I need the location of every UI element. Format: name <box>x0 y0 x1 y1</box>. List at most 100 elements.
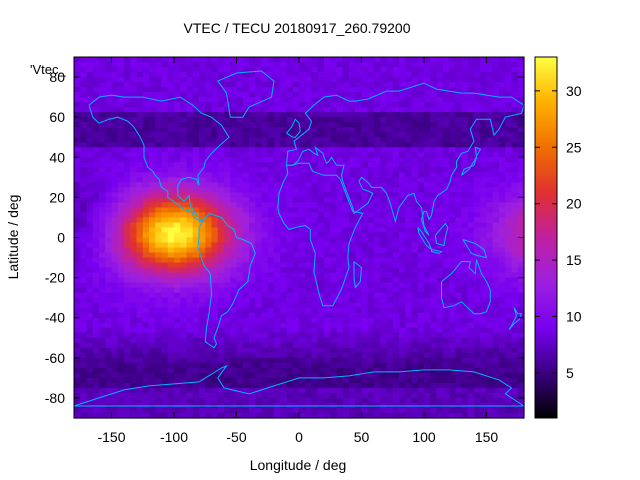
heatmap-cell <box>355 102 363 108</box>
heatmap-cell <box>349 147 356 153</box>
heatmap-cell <box>149 407 156 414</box>
heatmap-cell <box>386 352 394 359</box>
heatmap-cell <box>305 327 313 334</box>
heatmap-cell <box>236 142 244 148</box>
heatmap-cell <box>174 337 181 344</box>
heatmap-cell <box>205 377 213 384</box>
heatmap-cell <box>411 397 419 404</box>
heatmap-cell <box>449 317 456 324</box>
heatmap-cell <box>392 122 400 128</box>
heatmap-cell <box>280 202 288 209</box>
heatmap-cell <box>267 92 275 98</box>
heatmap-cell <box>92 327 100 334</box>
heatmap-cell <box>267 252 275 259</box>
heatmap-cell <box>411 197 419 203</box>
heatmap-cell <box>342 182 350 188</box>
heatmap-cell <box>411 412 419 419</box>
heatmap-cell <box>349 252 356 259</box>
heatmap-cell <box>449 352 456 359</box>
heatmap-cell <box>324 342 331 349</box>
heatmap-cell <box>99 82 106 88</box>
heatmap-cell <box>180 132 188 138</box>
heatmap-cell <box>367 327 375 334</box>
heatmap-cell <box>317 82 325 88</box>
heatmap-cell <box>105 207 113 214</box>
heatmap-cell <box>124 222 131 229</box>
heatmap-cell <box>299 372 306 379</box>
heatmap-cell <box>255 257 263 264</box>
heatmap-cell <box>311 302 319 309</box>
heatmap-cell <box>205 332 213 339</box>
heatmap-cell <box>249 287 256 294</box>
heatmap-cell <box>180 292 188 299</box>
heatmap-cell <box>342 337 350 344</box>
heatmap-cell <box>392 172 400 178</box>
heatmap-cell <box>292 197 300 203</box>
heatmap-cell <box>217 262 225 269</box>
heatmap-cell <box>367 257 375 264</box>
heatmap-cell <box>299 357 306 364</box>
heatmap-cell <box>80 242 88 249</box>
heatmap-cell <box>261 247 269 254</box>
heatmap-cell <box>424 142 431 148</box>
heatmap-cell <box>455 72 463 78</box>
heatmap-cell <box>355 192 363 198</box>
heatmap-cell <box>74 342 81 349</box>
heatmap-cell <box>186 127 194 133</box>
heatmap-cell <box>305 162 313 168</box>
heatmap-cell <box>217 242 225 249</box>
heatmap-cell <box>149 262 156 269</box>
heatmap-cell <box>105 382 113 389</box>
heatmap-cell <box>324 277 331 284</box>
heatmap-cell <box>342 267 350 274</box>
heatmap-cell <box>299 172 306 178</box>
heatmap-cell <box>505 92 513 98</box>
heatmap-cell <box>374 332 381 339</box>
heatmap-cell <box>480 372 488 379</box>
heatmap-cell <box>417 142 425 148</box>
heatmap-cell <box>299 397 306 404</box>
heatmap-cell <box>74 407 81 414</box>
heatmap-cell <box>417 297 425 304</box>
heatmap-cell <box>405 337 413 344</box>
heatmap-cell <box>499 267 506 274</box>
heatmap-cell <box>99 77 106 83</box>
heatmap-cell <box>236 67 244 73</box>
heatmap-cell <box>480 387 488 394</box>
heatmap-cell <box>411 217 419 224</box>
heatmap-cell <box>230 407 238 414</box>
heatmap-cell <box>99 112 106 118</box>
heatmap-cell <box>349 287 356 294</box>
heatmap-cell <box>405 357 413 364</box>
heatmap-cell <box>424 107 431 113</box>
heatmap-cell <box>336 207 344 214</box>
heatmap-cell <box>205 137 213 143</box>
heatmap-cell <box>474 57 481 63</box>
heatmap-cell <box>161 222 169 229</box>
heatmap-cell <box>336 332 344 339</box>
heatmap-cell <box>461 312 469 319</box>
heatmap-cell <box>461 87 469 93</box>
heatmap-cell <box>136 287 144 294</box>
heatmap-cell <box>474 82 481 88</box>
heatmap-cell <box>442 357 450 364</box>
heatmap-cell <box>242 177 250 183</box>
heatmap-cell <box>180 412 188 419</box>
heatmap-cell <box>130 377 138 384</box>
heatmap-cell <box>86 262 94 269</box>
heatmap-cell <box>180 322 188 329</box>
heatmap-cell <box>405 317 413 324</box>
heatmap-cell <box>355 282 363 289</box>
heatmap-cell <box>474 392 481 399</box>
heatmap-cell <box>355 307 363 314</box>
heatmap-cell <box>249 377 256 384</box>
heatmap-cell <box>130 192 138 198</box>
heatmap-cell <box>249 317 256 324</box>
heatmap-cell <box>186 172 194 178</box>
heatmap-cell <box>142 407 150 414</box>
heatmap-cell <box>155 357 163 364</box>
heatmap-cell <box>286 292 294 299</box>
heatmap-cell <box>424 302 431 309</box>
heatmap-cell <box>205 282 213 289</box>
heatmap-cell <box>411 132 419 138</box>
